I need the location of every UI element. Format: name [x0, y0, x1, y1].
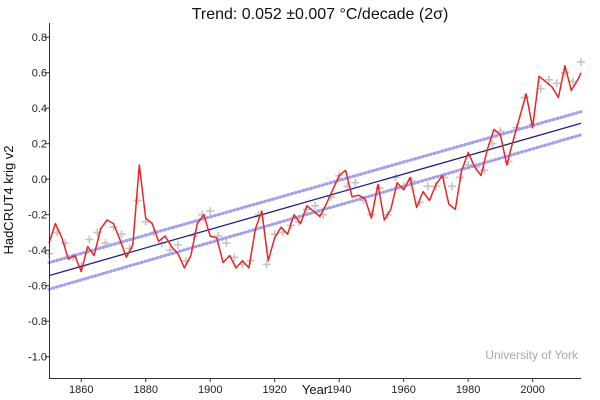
monthly-anomaly-point [568, 77, 577, 86]
monthly-anomaly-point [174, 240, 182, 249]
university-of-york-watermark: University of York [485, 348, 579, 362]
x-tick-label: 1880 [133, 384, 157, 396]
monthly-anomaly-point [117, 230, 126, 239]
linear-trend [48, 122, 582, 277]
monthly-anomaly-point [85, 235, 94, 244]
y-tick-label: -0.6 [28, 281, 47, 293]
monthly-anomaly-point [222, 239, 231, 248]
monthly-anomaly-point [552, 79, 561, 88]
monthly-anomaly-point [133, 196, 142, 205]
y-axis-title: HadCRUT4 krig v2 [1, 145, 16, 254]
y-tick-label: -0.4 [28, 245, 47, 257]
monthly-anomaly-point [206, 207, 215, 216]
monthly-anomaly-point [448, 182, 456, 191]
x-tick-label: 1980 [456, 384, 480, 396]
monthly-anomaly-point [165, 246, 174, 255]
chart-title: Trend: 0.052 ±0.007 °C/decade (2σ) [192, 6, 449, 23]
monthly-anomaly-point [423, 182, 432, 191]
monthly-anomaly-point [230, 253, 239, 262]
x-tick-label: 1940 [327, 384, 351, 396]
x-axis-title: Year [302, 382, 329, 397]
monthly-anomaly-point [577, 58, 585, 66]
monthly-anomaly-point [544, 75, 553, 84]
y-tick-label: -0.8 [28, 316, 47, 328]
trend-upper-bound [47, 110, 583, 265]
trend-line [48, 122, 582, 277]
y-tick-label: 0.0 [32, 174, 47, 186]
y-tick-label: -1.0 [28, 352, 47, 364]
y-tick-label: -0.2 [28, 210, 47, 222]
x-axis-ticks: 1860 1880 1900 1920 1940 1960 1980 2000 [69, 378, 545, 396]
monthly-anomaly-point [311, 201, 319, 210]
x-tick-label: 1960 [391, 384, 415, 396]
monthly-anomaly-point [351, 178, 360, 187]
running-mean-line [48, 64, 582, 273]
x-tick-label: 1920 [262, 384, 286, 396]
monthly-anomaly-point [262, 260, 271, 269]
y-tick-label: 0.4 [32, 103, 47, 115]
running-mean [48, 64, 582, 273]
monthly-anomaly-point [61, 239, 70, 248]
y-tick-label: 0.2 [32, 139, 47, 151]
x-tick-label: 1900 [198, 384, 222, 396]
x-tick-label: 2000 [520, 384, 544, 396]
y-axis-ticks: -1.0 -0.8 -0.6 -0.4 -0.2 0.0 0.2 0.4 0.6 0.8 [28, 32, 49, 364]
x-tick-label: 1860 [69, 384, 93, 396]
y-tick-label: 0.6 [32, 68, 47, 80]
monthly-anomaly-point [560, 68, 569, 77]
y-tick-label: 0.8 [32, 32, 47, 44]
